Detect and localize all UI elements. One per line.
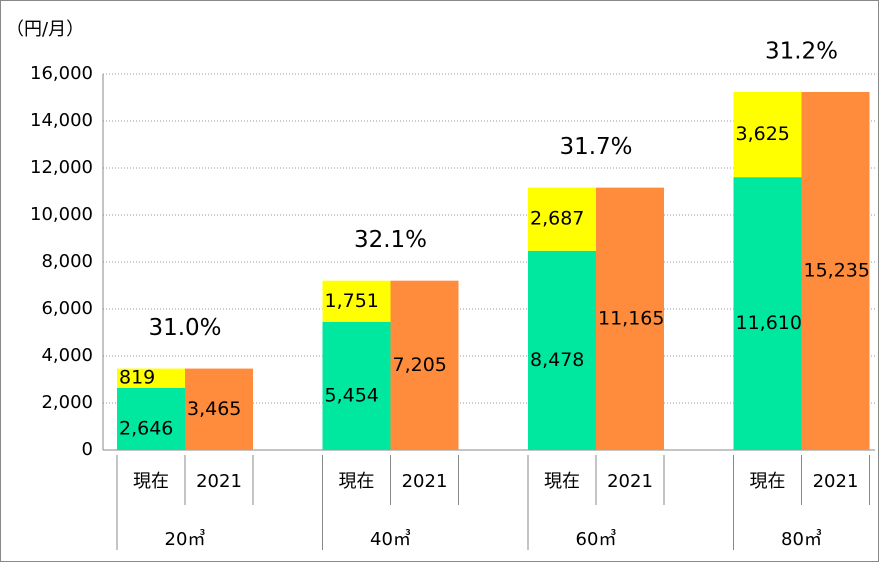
y-tick-label: 16,000 — [30, 63, 93, 84]
bar-segment — [733, 177, 802, 451]
value-label: 3,625 — [736, 123, 790, 145]
x-tick-label: 現在 — [750, 471, 786, 492]
y-tick-label: 8,000 — [41, 251, 93, 272]
bar-segment — [322, 280, 391, 322]
x-tick-label: 現在 — [544, 471, 580, 492]
value-label: 8,478 — [530, 349, 584, 371]
y-tick-label: 10,000 — [30, 204, 93, 225]
value-label: 2,646 — [119, 417, 173, 439]
annotation: 32.1% — [354, 227, 427, 253]
annotation: 31.2% — [765, 38, 838, 64]
x-tick-label: 2021 — [402, 471, 448, 492]
value-label: 1,751 — [325, 290, 379, 312]
value-label: 15,235 — [804, 259, 870, 281]
bar-segment — [528, 250, 596, 450]
group-label: 80㎥ — [781, 529, 822, 550]
x-tick-label: 2021 — [196, 471, 242, 492]
annotation: 31.0% — [148, 315, 221, 341]
y-tick-label: 14,000 — [30, 110, 93, 131]
y-tick-label: 2,000 — [41, 392, 93, 413]
bar-segment — [185, 368, 253, 450]
x-tick-label: 現在 — [339, 471, 375, 492]
x-tick-label: 2021 — [813, 471, 859, 492]
value-label: 11,610 — [736, 312, 802, 334]
bar-segment — [117, 387, 185, 450]
annotation: 31.7% — [559, 134, 632, 160]
group-label: 20㎥ — [165, 529, 206, 550]
bar-segment — [528, 187, 596, 251]
group-label: 60㎥ — [576, 529, 617, 550]
y-axis-label: （円/月） — [6, 19, 84, 40]
value-label: 819 — [119, 367, 155, 389]
bar-segment — [733, 91, 802, 178]
y-tick-label: 4,000 — [41, 345, 93, 366]
y-tick-label: 0 — [82, 439, 93, 460]
bar-segment — [390, 280, 459, 450]
bar-segment — [596, 187, 664, 450]
bar-segment — [322, 321, 391, 450]
x-tick-label: 2021 — [607, 471, 653, 492]
value-label: 5,454 — [325, 384, 379, 406]
value-label: 7,205 — [393, 354, 447, 376]
y-tick-label: 12,000 — [30, 157, 93, 178]
value-label: 2,687 — [530, 208, 584, 230]
bar-segment — [117, 368, 185, 388]
x-tick-label: 現在 — [133, 471, 169, 492]
group-label: 40㎥ — [370, 529, 411, 550]
bar-segment — [801, 91, 870, 450]
value-label: 11,165 — [598, 307, 664, 329]
y-tick-label: 6,000 — [41, 298, 93, 319]
value-label: 3,465 — [187, 398, 241, 420]
